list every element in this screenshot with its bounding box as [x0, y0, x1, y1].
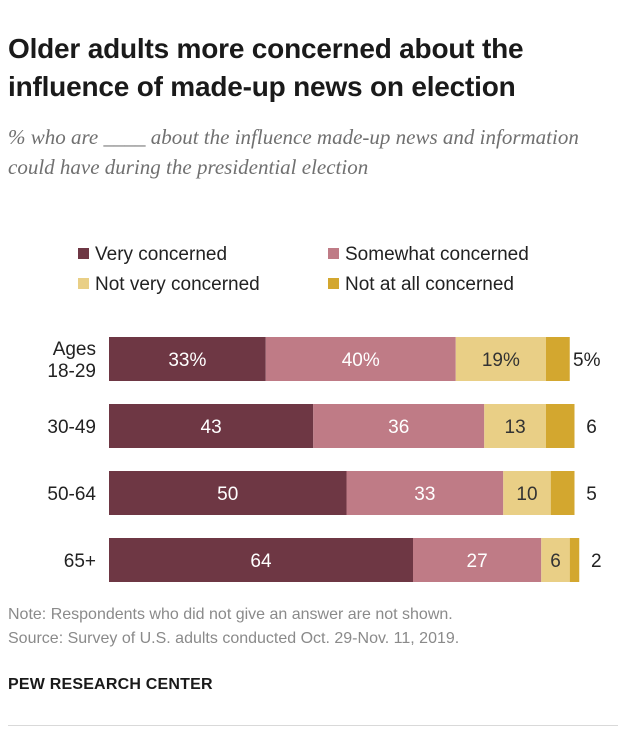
bar-segment-not-at-all-concerned-ages-18-29 — [546, 337, 570, 381]
data-label: 2 — [591, 551, 602, 572]
bar-segment-not-at-all-concerned-50-64 — [550, 471, 575, 515]
chart-source: Source: Survey of U.S. adults conducted … — [8, 630, 460, 647]
category-label-ages-18-29: 18-29 — [47, 361, 96, 382]
legend-item-not-very-concerned: Not very concerned — [78, 274, 260, 296]
chart-subtitle: % who are ____ about the influence made-… — [8, 125, 579, 179]
bar-segment-very-concerned-ages-18-29 — [109, 337, 266, 381]
bar-segment-not-very-concerned-30-49 — [484, 404, 546, 448]
data-label: 27 — [467, 551, 488, 572]
bar-segment-not-very-concerned-65- — [541, 538, 570, 582]
data-label: 36 — [388, 417, 409, 438]
chart-title: Older adults more concerned about the in… — [8, 33, 524, 102]
bar-segment-very-concerned-50-64 — [109, 471, 347, 515]
legend-label: Not very concerned — [95, 274, 260, 295]
bar-segment-somewhat-concerned-65- — [413, 538, 542, 582]
legend-swatch-not-at-all-concerned — [328, 278, 339, 289]
data-label: 5% — [573, 350, 601, 371]
bar-segment-not-at-all-concerned-65- — [569, 538, 580, 582]
legend-label: Somewhat concerned — [345, 244, 529, 265]
divider — [8, 725, 618, 726]
pew-research-center-logo: PEW RESEARCH CENTER — [8, 676, 213, 693]
data-label: 50 — [217, 484, 238, 505]
legend-item-very-concerned: Very concerned — [78, 244, 227, 266]
category-label-ages-18-29: Ages — [53, 339, 96, 360]
data-label: 10 — [516, 484, 537, 505]
legend-swatch-very-concerned — [78, 248, 89, 259]
data-label: 19% — [482, 350, 520, 371]
legend-item-somewhat-concerned: Somewhat concerned — [328, 244, 529, 266]
data-label: 33% — [168, 350, 206, 371]
chart-note: Note: Respondents who did not give an an… — [8, 606, 453, 623]
bar-segment-somewhat-concerned-30-49 — [313, 404, 485, 448]
legend-item-not-at-all-concerned: Not at all concerned — [328, 274, 514, 296]
data-label: 43 — [201, 417, 222, 438]
category-label-65-: 65+ — [64, 551, 96, 572]
data-label: 6 — [586, 417, 597, 438]
bar-segment-somewhat-concerned-50-64 — [346, 471, 504, 515]
legend-label: Not at all concerned — [345, 274, 514, 295]
legend-label: Very concerned — [95, 244, 228, 265]
bar-segment-somewhat-concerned-ages-18-29 — [265, 337, 456, 381]
bar-segment-not-very-concerned-ages-18-29 — [455, 337, 546, 381]
data-label: 40% — [342, 350, 380, 371]
category-label-30-49: 30-49 — [47, 417, 96, 438]
legend-swatch-somewhat-concerned — [328, 248, 339, 259]
bar-segment-very-concerned-30-49 — [109, 404, 314, 448]
data-label: 64 — [250, 551, 272, 572]
data-label: 5 — [586, 484, 597, 505]
data-label: 6 — [550, 551, 561, 572]
bar-segment-not-at-all-concerned-30-49 — [546, 404, 575, 448]
category-label-50-64: 50-64 — [47, 484, 96, 505]
legend-swatch-not-very-concerned — [78, 278, 89, 289]
data-label: 13 — [505, 417, 526, 438]
data-label: 33 — [414, 484, 435, 505]
bar-segment-not-very-concerned-50-64 — [503, 471, 551, 515]
bar-segment-very-concerned-65- — [109, 538, 413, 582]
